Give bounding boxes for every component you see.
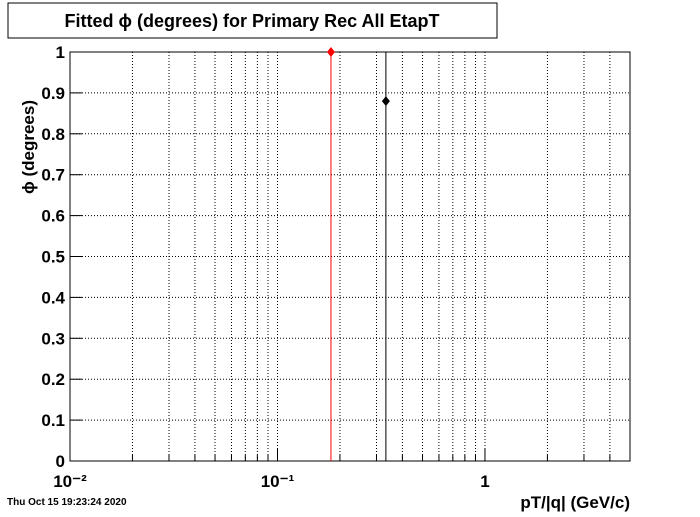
y-tick-label: 0.2 [41,370,65,389]
x-tick-label: 10⁻² [53,472,87,491]
marker [326,47,335,57]
y-tick-label: 0.1 [41,411,65,430]
y-tick-label: 0 [56,452,65,471]
y-tick-label: 0.6 [41,207,65,226]
y-tick-label: 0.9 [41,84,65,103]
x-axis-label: pT/|q| (GeV/c) [520,493,630,512]
y-tick-label: 1 [56,43,65,62]
x-tick-label: 1 [480,472,489,491]
y-tick-label: 0.4 [41,288,65,307]
timestamp: Thu Oct 15 19:23:24 2020 [7,497,127,508]
y-axis-label: ϕ (degrees) [19,100,38,194]
y-tick-label: 0.7 [41,166,65,185]
marker [381,96,390,107]
title-box [7,2,498,39]
y-tick-label: 0.8 [41,125,65,144]
plot-frame [69,51,631,462]
x-tick-label: 10⁻¹ [261,472,295,491]
y-tick-label: 0.3 [41,329,65,348]
y-tick-label: 0.5 [41,248,65,267]
chart-title: Fitted ϕ (degrees) for Primary Rec All E… [65,11,440,31]
